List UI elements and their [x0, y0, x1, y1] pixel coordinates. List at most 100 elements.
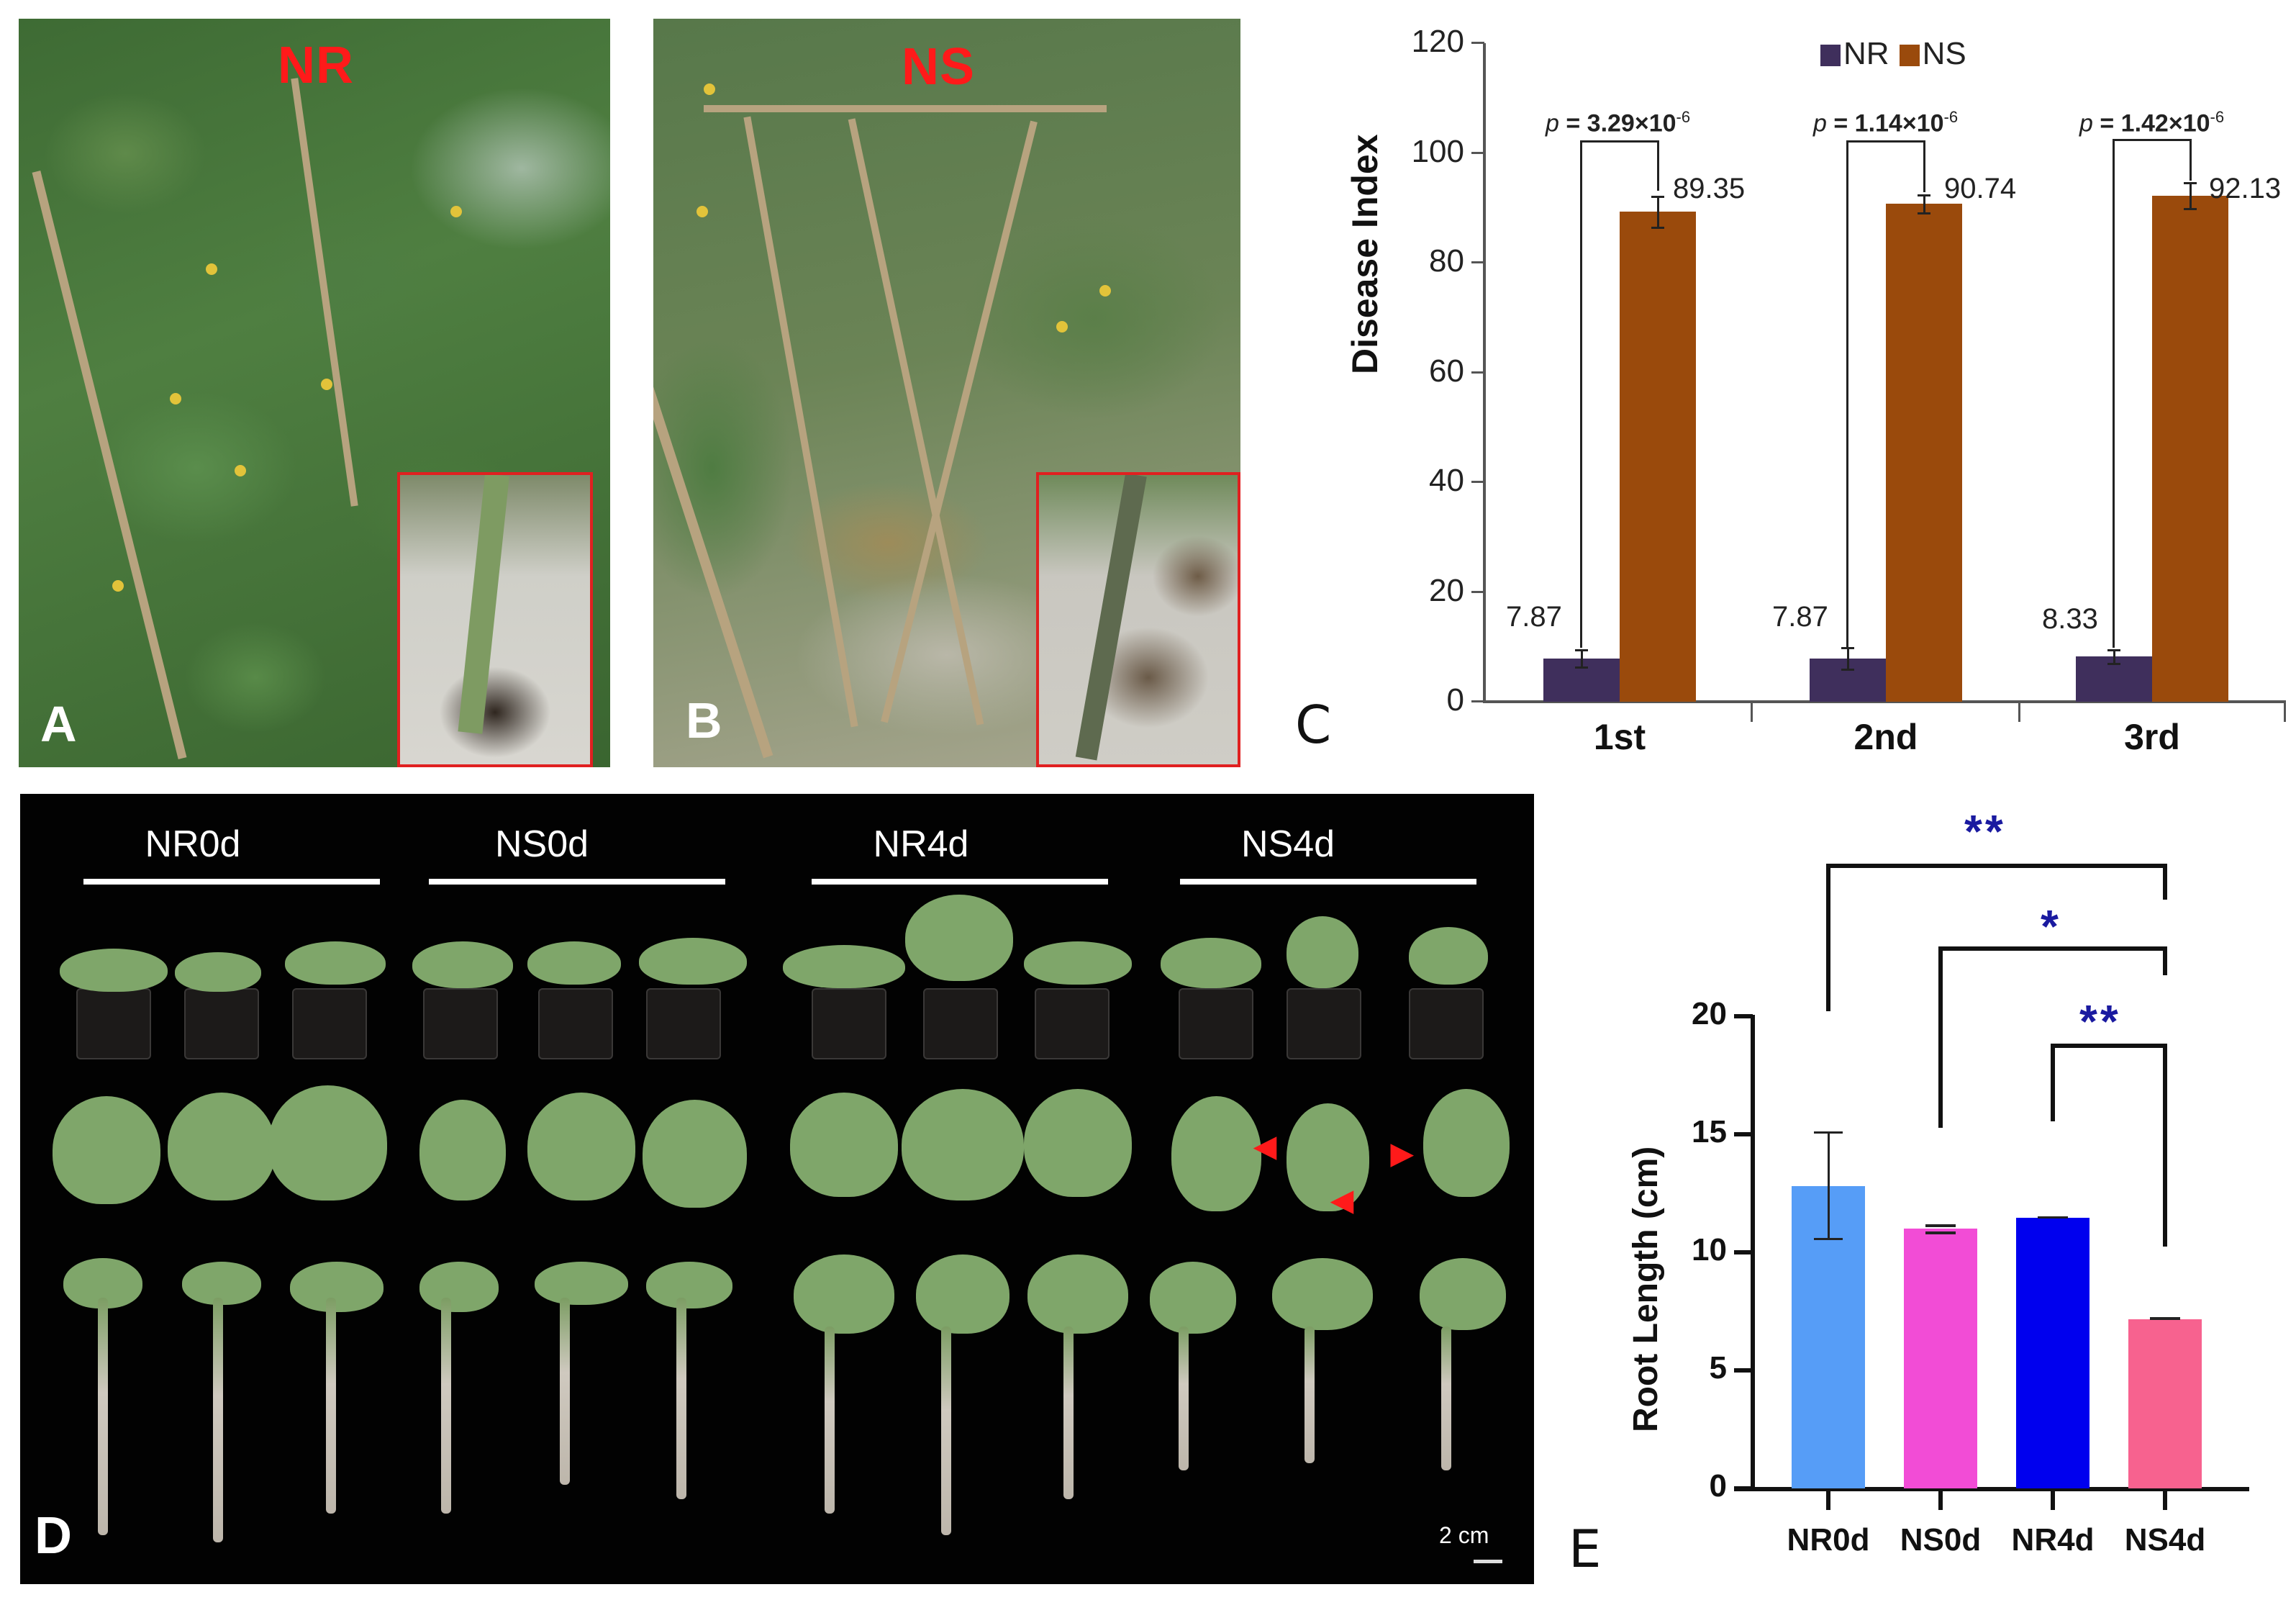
bar-nr4d	[2016, 1218, 2089, 1488]
trellis-crossbar	[704, 105, 1107, 112]
significance-bracket	[1826, 864, 2167, 868]
trellis-pole	[743, 116, 858, 728]
inset-nr-stem-base	[397, 472, 593, 767]
seedling-leaves	[1272, 1258, 1373, 1330]
seedling-top	[1171, 1096, 1261, 1211]
error-cap	[1925, 1231, 1956, 1234]
photo-tag-nr: NR	[278, 37, 354, 94]
significance-stars: *	[2041, 900, 2061, 952]
x-category-nr0d: NR0d	[1787, 1522, 1870, 1557]
chart-c-legend: NR NS	[1820, 36, 1966, 72]
significance-bracket-left	[1580, 140, 1659, 648]
error-cap	[2150, 1317, 2180, 1320]
pot	[1179, 988, 1253, 1059]
pot	[646, 988, 721, 1059]
pot	[1287, 988, 1361, 1059]
scale-bar	[1474, 1560, 1502, 1563]
legend-swatch-nr	[1820, 45, 1841, 67]
significance-stars: **	[1964, 805, 2006, 857]
x-tick	[2051, 1488, 2055, 1510]
significance-bracket	[2163, 864, 2167, 900]
group-label-ns4d: NS4d	[1240, 823, 1335, 865]
error-cap	[1651, 196, 1664, 198]
trellis-pole	[291, 78, 358, 507]
y-tick-label: 20	[1429, 573, 1464, 608]
x-tick	[1938, 1488, 1943, 1510]
value-label-nr-1st: 7.87	[1506, 601, 1562, 633]
bar-ns-1st	[1620, 212, 1696, 702]
seedling-leaves	[290, 1262, 384, 1312]
root	[1063, 1326, 1074, 1499]
seedling-leaves	[175, 952, 261, 992]
p-value-3rd: p = 1.42×10-6	[2079, 108, 2225, 137]
y-tick	[1734, 1486, 1753, 1491]
flower	[1099, 285, 1111, 297]
panel-letter-a: A	[40, 696, 77, 752]
y-axis	[1751, 1015, 1755, 1491]
value-label-nr-2nd: 7.87	[1772, 601, 1828, 633]
value-label-nr-3rd: 8.33	[2042, 603, 2098, 635]
seedling-leaves	[412, 941, 513, 988]
seedling-top	[268, 1085, 387, 1201]
pot	[292, 988, 367, 1059]
root	[326, 1298, 336, 1514]
legend-swatch-ns	[1899, 45, 1920, 67]
y-tick	[1471, 371, 1484, 374]
x-category-ns0d: NS0d	[1900, 1522, 1982, 1557]
y-tick-label: 15	[1692, 1114, 1727, 1149]
error-bar	[1581, 650, 1583, 667]
error-cap	[1651, 227, 1664, 229]
seedling-top	[1423, 1089, 1510, 1197]
panel-letter-c: C	[1295, 695, 1332, 755]
scale-bar-label: 2 cm	[1439, 1522, 1489, 1548]
group-underline	[812, 879, 1108, 885]
y-tick	[1471, 591, 1484, 593]
error-cap	[2038, 1216, 2068, 1219]
seedling-leaves	[783, 945, 905, 988]
flower	[206, 263, 217, 275]
significance-bracket-right	[2113, 139, 2192, 181]
p-value-2nd: p = 1.14×10-6	[1813, 108, 1959, 137]
significance-bracket-right	[1846, 140, 1925, 192]
seedling-top	[168, 1093, 276, 1201]
error-cap	[2107, 649, 2120, 651]
seedling-leaves	[419, 1262, 499, 1312]
photo-tag-ns: NS	[902, 38, 976, 96]
seedling-leaves	[535, 1262, 628, 1305]
error-cap	[1814, 1238, 1843, 1240]
y-tick	[1471, 481, 1484, 483]
x-category-ns4d: NS4d	[2124, 1522, 2206, 1557]
y-tick-label: 40	[1429, 463, 1464, 498]
significance-bracket	[2051, 1044, 2167, 1048]
y-tick	[1471, 152, 1484, 154]
root	[98, 1298, 108, 1535]
error-bar	[1847, 648, 1849, 669]
root	[825, 1326, 835, 1514]
bar-ns-3rd	[2152, 196, 2228, 702]
flower	[1056, 321, 1068, 333]
flower	[235, 465, 246, 476]
significance-stars: **	[2079, 995, 2121, 1047]
red-arrow-icon: ◀	[1331, 1185, 1353, 1216]
x-tick	[2018, 702, 2020, 722]
seedling-top	[643, 1100, 747, 1208]
y-tick-label: 120	[1411, 24, 1464, 59]
error-cap	[2107, 663, 2120, 665]
group-label-ns0d: NS0d	[494, 823, 589, 865]
error-cap	[1925, 1224, 1956, 1227]
seedling-leaves	[639, 938, 747, 985]
y-tick-label: 100	[1411, 134, 1464, 169]
seedling-leaves	[916, 1254, 1009, 1334]
seedling-leaves	[794, 1254, 894, 1334]
y-tick-label: 0	[1709, 1468, 1727, 1504]
healthy-stem	[458, 475, 509, 734]
pot	[1409, 988, 1484, 1059]
y-axis-label: Root Length (cm)	[1627, 1146, 1665, 1432]
seedling-leaves	[1287, 916, 1358, 988]
y-tick	[1734, 1132, 1753, 1136]
p-value-1st: p = 3.29×10-6	[1546, 108, 1691, 137]
x-category-nr4d: NR4d	[2011, 1522, 2095, 1557]
y-tick-label: 5	[1709, 1350, 1727, 1385]
seedling-leaves	[646, 1262, 732, 1308]
error-cap	[1841, 647, 1854, 649]
